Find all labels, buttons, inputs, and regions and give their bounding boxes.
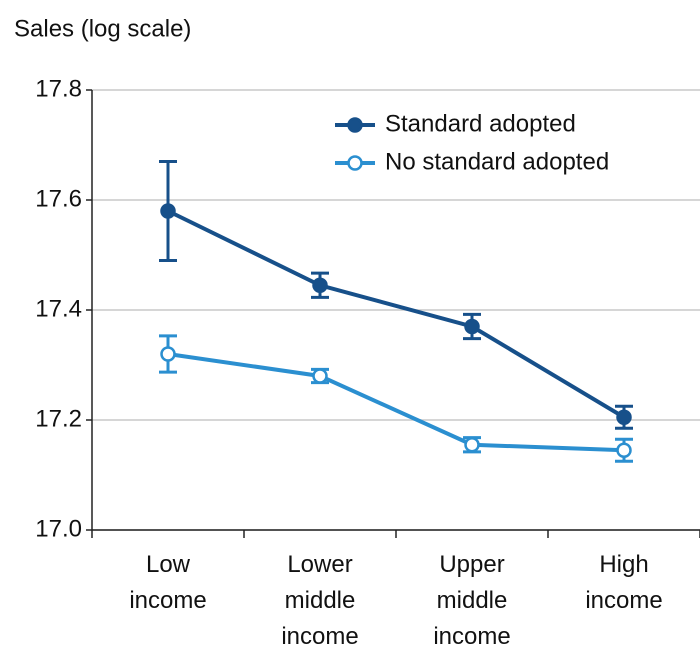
x-tick-label-line: income [281,623,358,649]
y-tick-label: 17.6 [35,185,82,212]
legend-marker [347,117,363,133]
legend-marker [347,155,363,171]
x-tick-label-line: High [599,551,648,578]
marker [616,409,632,425]
x-tick-label: Upper middle income [433,551,510,649]
x-tick-label-line: Low [146,551,191,578]
series-line [167,352,625,453]
series-line [167,209,626,419]
x-tick-label: Lower middle income [281,551,358,649]
legend-label: No standard adopted [385,148,609,175]
y-axis-label: Sales (log scale) [14,15,191,42]
marker [160,203,176,219]
x-tick-label-line: middle [285,587,356,614]
y-tick-label: 17.0 [35,515,82,542]
x-tick-label: Low income [129,551,206,614]
x-tick-label-line: Upper [439,551,504,578]
marker [312,277,328,293]
legend-label: Standard adopted [385,110,576,137]
x-tick-label-line: income [129,587,206,614]
x-tick-label-line: Lower [287,551,352,578]
x-tick-label-line: middle [437,587,508,614]
x-tick-label-line: income [585,587,662,614]
x-tick-label-line: income [433,623,510,649]
y-tick-label: 17.8 [35,75,82,102]
marker [312,368,328,384]
marker [464,437,480,453]
marker [616,442,632,458]
marker [464,318,480,335]
y-tick-label: 17.4 [35,295,82,322]
x-tick-label: High income [585,551,662,614]
y-tick-label: 17.2 [35,405,82,432]
marker [160,346,176,362]
